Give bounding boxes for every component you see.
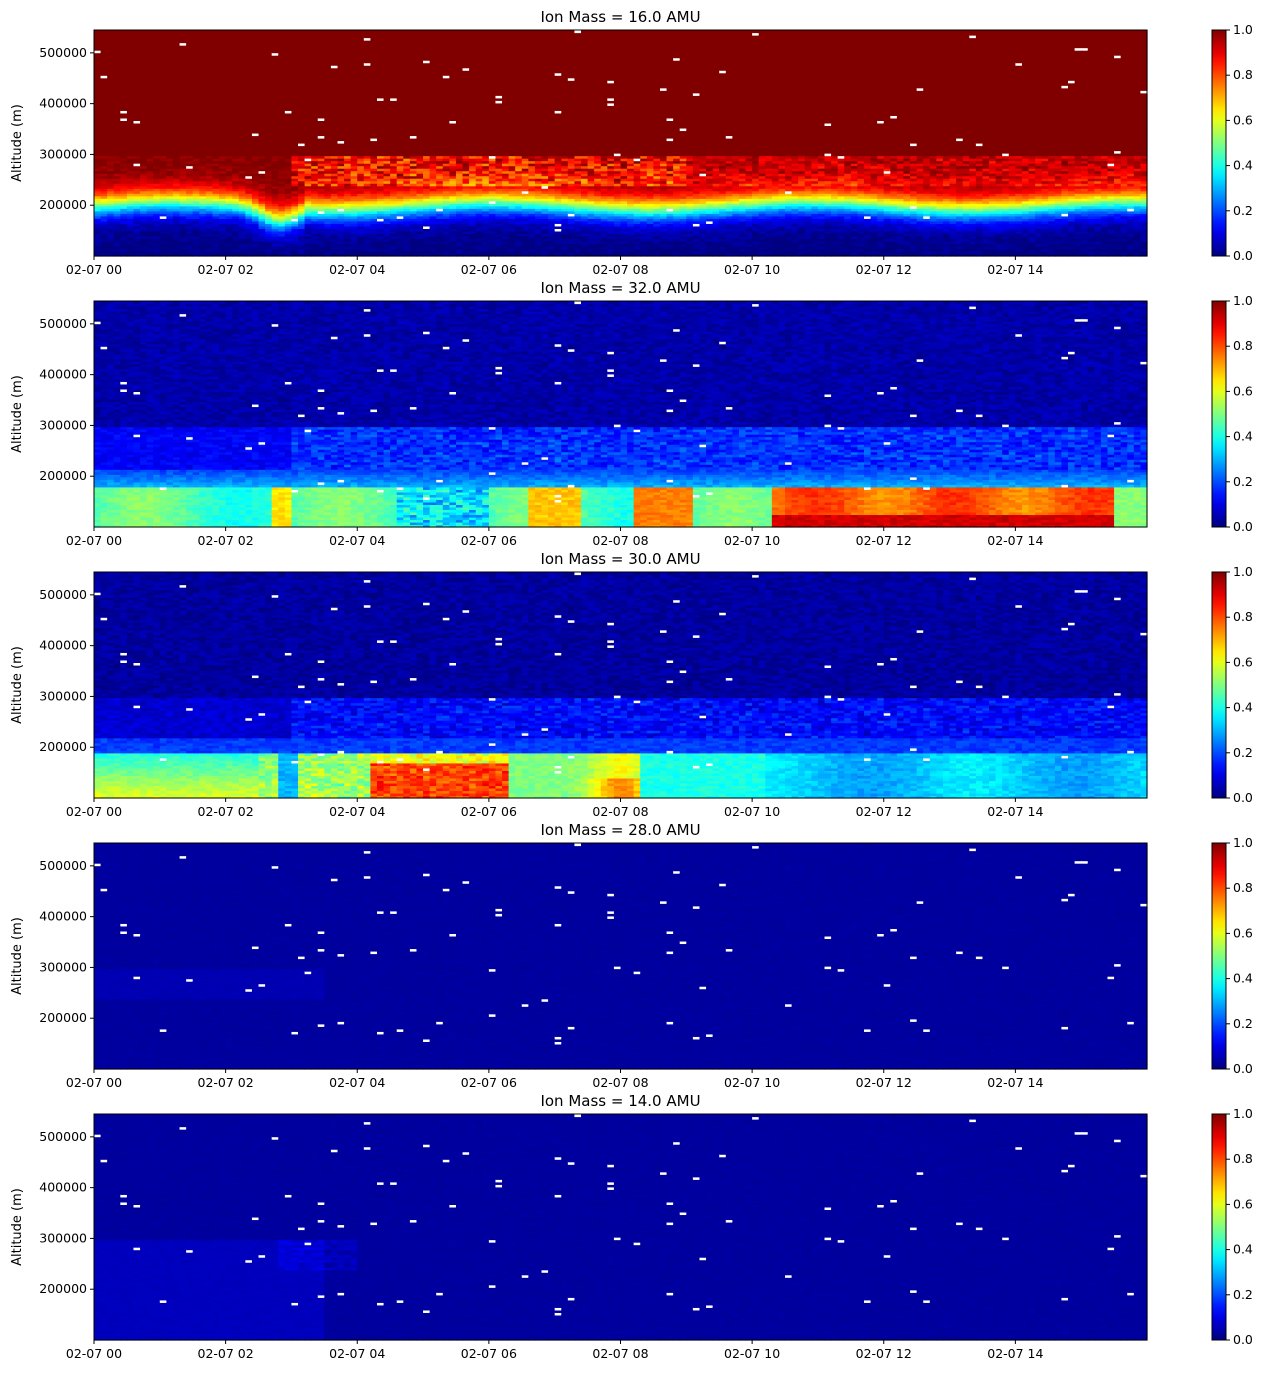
ion-mass-figure: Ion Mass = 16.0 AMU02-07 00 02-07 02 02-07… [0, 0, 1265, 1373]
heatmap-cells [94, 30, 1148, 257]
subplot-title: Ion Mass = 16.0 AMU [540, 8, 700, 26]
